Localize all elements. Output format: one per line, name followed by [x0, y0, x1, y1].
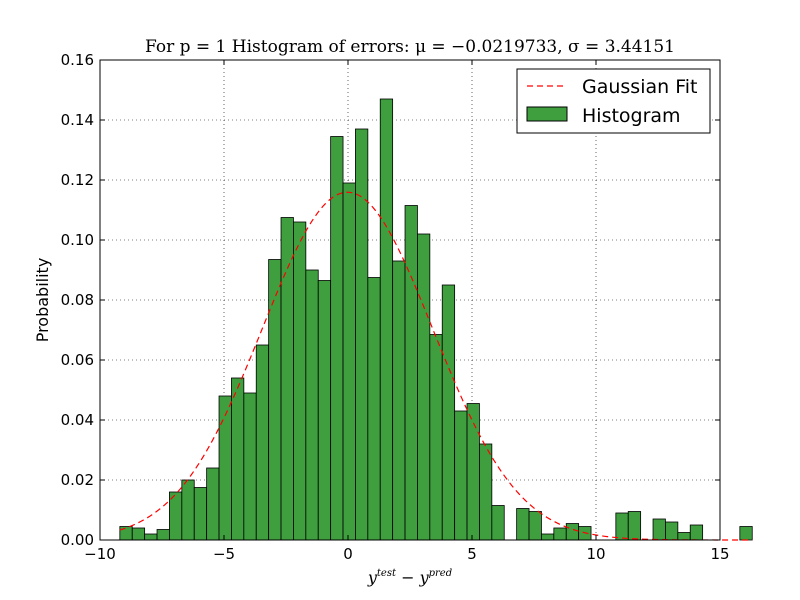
axis-ticks: [99, 59, 721, 541]
histogram-bar: [268, 259, 282, 541]
histogram-bar: [479, 443, 493, 541]
histogram-bar: [466, 403, 480, 541]
histogram-bar: [218, 395, 232, 541]
x-tick-labels: −10 −5 0 5 10 15: [84, 545, 729, 563]
histogram-bar: [441, 284, 456, 541]
x-tick-label: 0: [343, 545, 353, 563]
histogram-bar: [429, 334, 443, 541]
histogram-bar: [305, 269, 319, 541]
x-tick-label: −5: [213, 545, 235, 563]
histogram-bar: [677, 532, 691, 541]
y-tick-label: 0.10: [61, 231, 94, 249]
x-tick-label: 10: [586, 545, 605, 563]
histogram-bars: [119, 98, 753, 541]
histogram-bar: [739, 526, 753, 541]
x-tick-label: −10: [84, 545, 116, 563]
histogram-bar: [379, 98, 394, 541]
y-tick-label: 0.14: [61, 111, 94, 129]
x-axis-label-base1: y: [367, 568, 378, 587]
histogram-bar: [627, 511, 642, 541]
legend-box: [516, 68, 711, 134]
x-axis-label-base2: y: [419, 568, 430, 587]
y-tick-label: 0.00: [61, 531, 94, 549]
legend-histogram-label: Histogram: [582, 105, 681, 127]
histogram-bar: [280, 217, 294, 541]
histogram-bar: [131, 527, 146, 541]
histogram-bar: [119, 526, 133, 541]
histogram-bar: [255, 344, 270, 541]
histogram-bar: [541, 533, 555, 541]
histogram-bar: [181, 479, 195, 541]
x-axis-label-sup1: test: [377, 568, 397, 579]
y-tick-label: 0.04: [61, 411, 94, 429]
histogram-bar: [615, 512, 629, 541]
y-tick-label: 0.02: [61, 471, 94, 489]
histogram-bar: [156, 529, 170, 541]
histogram-bar: [317, 280, 332, 541]
chart-title: For p = 1 Histogram of errors: μ = −0.02…: [145, 37, 675, 57]
histogram-bar: [206, 467, 220, 541]
histogram-bar: [417, 233, 431, 541]
y-tick-label: 0.12: [61, 171, 94, 189]
histogram-bar: [553, 527, 567, 541]
histogram-bar: [231, 377, 245, 541]
histogram-bar: [404, 205, 418, 541]
histogram-bar: [665, 521, 679, 541]
histogram-bar: [243, 392, 257, 541]
histogram-bar: [144, 533, 158, 541]
histogram-bar: [193, 487, 208, 541]
y-tick-label: 0.08: [61, 291, 94, 309]
histogram-bar: [355, 128, 369, 541]
y-axis-label: Probability: [33, 258, 52, 343]
x-axis-label: ytest − ypred: [367, 568, 452, 587]
x-tick-label: 15: [710, 545, 729, 563]
histogram-bar: [342, 182, 356, 541]
gaussian-fit-line: [119, 191, 753, 541]
x-axis-label-op: −: [396, 568, 420, 587]
legend-histogram-swatch: [526, 106, 568, 122]
legend: Gaussian Fit Histogram: [516, 68, 711, 134]
x-axis-label-sup2: pred: [429, 568, 453, 579]
histogram-bar: [293, 221, 307, 541]
legend-gaussian-label: Gaussian Fit: [582, 76, 697, 98]
histogram-bar: [516, 508, 530, 541]
y-tick-label: 0.16: [61, 51, 94, 69]
histogram-bar: [491, 505, 505, 541]
y-tick-labels: 0.00 0.02 0.04 0.06 0.08 0.10 0.12 0.14 0.16: [61, 51, 94, 549]
histogram-bar: [528, 511, 542, 541]
histogram-bar: [689, 524, 704, 541]
histogram-bar: [454, 410, 468, 541]
y-tick-label: 0.06: [61, 351, 94, 369]
histogram-bar: [367, 277, 381, 541]
histogram-bar: [565, 523, 580, 541]
histogram-bar: [392, 260, 406, 541]
histogram-bar: [652, 518, 666, 541]
x-tick-label: 5: [467, 545, 477, 563]
